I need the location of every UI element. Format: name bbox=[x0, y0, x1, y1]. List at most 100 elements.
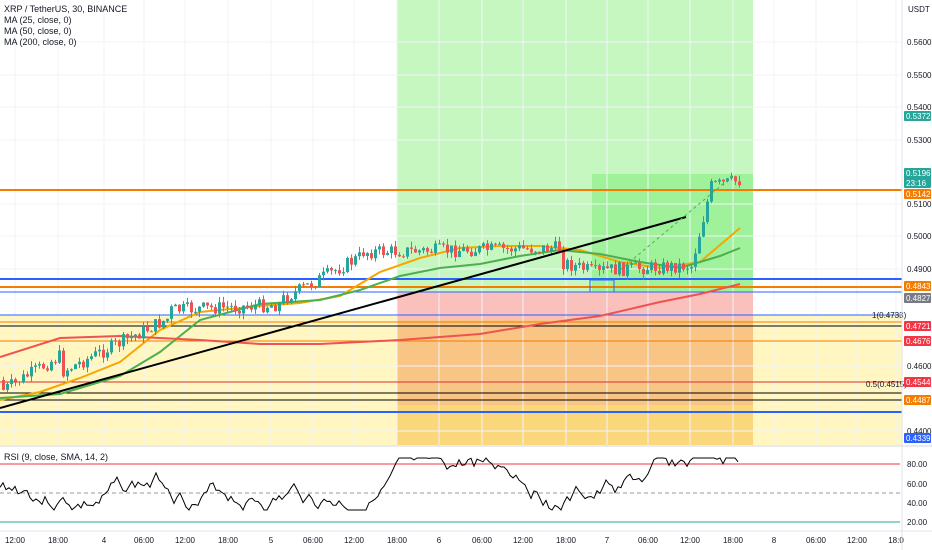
symbol-title[interactable]: XRP / TetherUS, 30, BINANCE bbox=[4, 4, 128, 14]
candle-body bbox=[342, 272, 345, 274]
candle-body bbox=[210, 305, 213, 308]
price-axis[interactable]: 0.5600 0.5500 0.5400 0.5300 0.5100 0.5000 0.49… bbox=[904, 38, 932, 443]
price-badge-label: 0.4676 bbox=[906, 337, 931, 346]
price-tick: 0.5300 bbox=[907, 136, 932, 145]
rsi-tick: 80.00 bbox=[907, 460, 928, 469]
candle-body bbox=[230, 305, 233, 307]
time-tick: 4 bbox=[102, 536, 107, 545]
highlight-box[interactable] bbox=[589, 279, 615, 293]
candle-body bbox=[738, 181, 741, 186]
candle-body bbox=[78, 361, 81, 365]
horizontal-lines[interactable] bbox=[0, 189, 902, 413]
price-tick: 0.5100 bbox=[907, 200, 932, 209]
candle-body bbox=[646, 270, 649, 275]
candle-body bbox=[638, 262, 641, 269]
candle-body bbox=[214, 307, 217, 314]
candle-body bbox=[622, 262, 625, 276]
candle-body bbox=[634, 262, 637, 264]
chart-legend: XRP / TetherUS, 30, BINANCE MA (25, clos… bbox=[4, 4, 127, 48]
candle-body bbox=[322, 271, 325, 276]
price-tick: 0.5500 bbox=[907, 71, 932, 80]
candle-body bbox=[550, 248, 553, 252]
candle-body bbox=[194, 311, 197, 313]
ma50-legend[interactable]: MA (50, close, 0) bbox=[4, 26, 72, 36]
candle-body bbox=[114, 340, 117, 342]
candle-body bbox=[554, 241, 557, 249]
candle-body bbox=[542, 245, 545, 253]
candle-body bbox=[70, 369, 73, 371]
rsi-axis[interactable]: 80.00 60.00 40.00 20.00 bbox=[907, 460, 928, 527]
candle-body bbox=[570, 260, 573, 271]
candle-body bbox=[590, 264, 593, 266]
rsi-pane[interactable] bbox=[0, 445, 932, 523]
candle-body bbox=[526, 248, 529, 250]
trend-line[interactable] bbox=[0, 216, 687, 409]
price-badge[interactable] bbox=[904, 293, 931, 303]
candle-body bbox=[474, 252, 477, 257]
price-tick: 0.4400 bbox=[907, 427, 932, 436]
candle-body bbox=[398, 254, 401, 257]
price-badge[interactable] bbox=[904, 377, 931, 387]
candle-body bbox=[462, 247, 465, 252]
candle-body bbox=[606, 266, 609, 269]
candle-body bbox=[66, 370, 69, 377]
price-badge[interactable] bbox=[904, 395, 931, 405]
candle-body bbox=[478, 246, 481, 253]
candle-body bbox=[618, 262, 621, 275]
candle-body bbox=[190, 302, 193, 313]
candle-body bbox=[30, 366, 33, 377]
candle-body bbox=[390, 246, 393, 254]
candle-body bbox=[266, 307, 269, 313]
time-tick: 18:00 bbox=[387, 536, 408, 545]
price-badge[interactable] bbox=[904, 189, 931, 199]
rsi-tick: 60.00 bbox=[907, 480, 928, 489]
candle-body bbox=[350, 257, 353, 265]
candle-body bbox=[514, 248, 517, 252]
fib-label-05: 0.5(0.4515) bbox=[866, 380, 907, 389]
time-tick: 06:00 bbox=[303, 536, 324, 545]
price-tick: 0.5000 bbox=[907, 232, 932, 241]
candle-body bbox=[694, 253, 697, 267]
price-badge[interactable] bbox=[904, 433, 931, 443]
candle-body bbox=[378, 246, 381, 250]
price-badge[interactable] bbox=[904, 281, 931, 291]
candle-body bbox=[374, 249, 377, 259]
candle-body bbox=[138, 334, 141, 339]
time-tick: 18:0 bbox=[888, 536, 904, 545]
candle-body bbox=[34, 365, 37, 367]
candle-body bbox=[498, 243, 501, 245]
price-tick: 0.5400 bbox=[907, 103, 932, 112]
candle-body bbox=[126, 334, 129, 339]
candle-body bbox=[490, 243, 493, 250]
price-badge-label: 0.5142 bbox=[906, 190, 931, 199]
candle-body bbox=[714, 181, 717, 183]
candle-body bbox=[242, 305, 245, 314]
candle-body bbox=[578, 262, 581, 265]
candle-body bbox=[426, 248, 429, 252]
price-badge-label: 0.4843 bbox=[906, 282, 931, 291]
ma200-legend[interactable]: MA (200, close, 0) bbox=[4, 37, 77, 47]
price-badge-label: 0.4721 bbox=[906, 322, 931, 331]
time-axis[interactable]: 12:00 18:00 4 06:00 12:00 18:00 5 06:00 12:00 18:… bbox=[0, 530, 932, 545]
price-badge[interactable] bbox=[904, 168, 931, 188]
candle-body bbox=[58, 350, 61, 363]
rsi-legend[interactable]: RSI (9, close, SMA, 14, 2) bbox=[4, 452, 109, 462]
candle-body bbox=[110, 340, 113, 353]
time-tick: 06:00 bbox=[472, 536, 493, 545]
price-badge[interactable] bbox=[904, 321, 931, 331]
price-badge[interactable] bbox=[904, 111, 931, 121]
candle-body bbox=[234, 305, 237, 311]
candle-body bbox=[534, 251, 537, 253]
candle-body bbox=[710, 181, 713, 202]
time-tick: 12:00 bbox=[680, 536, 701, 545]
candle-body bbox=[510, 248, 513, 252]
price-badge[interactable] bbox=[904, 336, 931, 346]
candle-body bbox=[254, 305, 257, 310]
countdown-label: 23:16 bbox=[906, 179, 927, 188]
candle-body bbox=[238, 310, 241, 314]
candle-body bbox=[558, 241, 561, 251]
candle-body bbox=[438, 243, 441, 245]
ma25-legend[interactable]: MA (25, close, 0) bbox=[4, 15, 72, 25]
